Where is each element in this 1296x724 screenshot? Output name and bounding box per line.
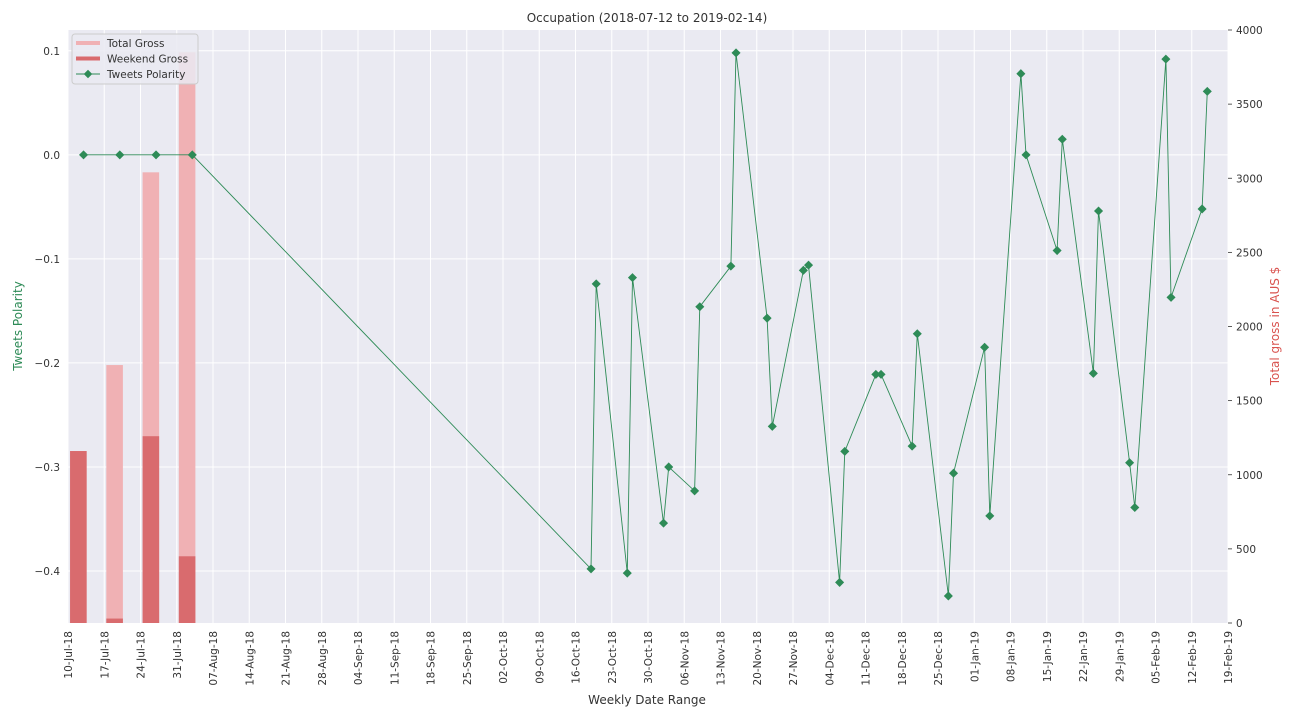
right-axis-label: Total gross in AUS $ <box>1268 267 1282 387</box>
x-tick-label: 07-Aug-18 <box>208 631 220 686</box>
polarity-point <box>871 369 881 379</box>
polarity-point <box>659 518 669 528</box>
bars-layer <box>70 52 196 624</box>
legend: Total Gross Weekend Gross Tweets Polarity <box>71 33 199 85</box>
left-tick-label: 0.1 <box>43 46 60 58</box>
x-tick-label: 21-Aug-18 <box>281 631 293 686</box>
right-tick-label: 500 <box>1236 544 1256 556</box>
right-tick-label: 1000 <box>1236 470 1263 482</box>
polarity-point <box>690 486 700 496</box>
x-tick-label: 14-Aug-18 <box>244 631 256 686</box>
x-axis-label: Weekly Date Range <box>588 693 706 707</box>
x-tick-label: 17-Jul-18 <box>99 631 111 679</box>
legend-label: Weekend Gross <box>107 54 188 66</box>
x-tick-label: 23-Oct-18 <box>607 631 619 684</box>
polarity-point <box>907 441 917 451</box>
x-tick-label: 06-Nov-18 <box>679 631 691 686</box>
left-tick-label: 0.0 <box>43 150 60 162</box>
grid-lines <box>67 30 1229 623</box>
polarity-point <box>985 511 995 521</box>
right-tick-label: 2500 <box>1236 247 1263 259</box>
x-tick-label: 22-Jan-19 <box>1078 631 1090 682</box>
legend-label: Total Gross <box>106 38 164 50</box>
polarity-point <box>79 150 89 160</box>
polarity-point <box>1016 69 1026 79</box>
weekend-gross-bar <box>178 556 196 623</box>
x-tick-label: 15-Jan-19 <box>1042 631 1054 682</box>
right-tick-label: 3500 <box>1236 99 1263 111</box>
polarity-point <box>115 150 125 160</box>
polarity-point <box>840 446 850 456</box>
x-tick-label: 30-Oct-18 <box>643 631 655 684</box>
axes-layer: 10-Jul-18 17-Jul-18 24-Jul-18 31-Jul-18 07-A… <box>35 25 1263 686</box>
right-tick-label: 2000 <box>1236 322 1263 334</box>
x-tick-label: 05-Feb-19 <box>1151 631 1163 684</box>
left-tick-label: −0.2 <box>35 358 61 370</box>
x-tick-label: 31-Jul-18 <box>172 631 184 679</box>
x-tick-label: 19-Feb-19 <box>1223 631 1235 684</box>
x-tick-label: 25-Sep-18 <box>462 631 474 685</box>
x-tick-label: 10-Jul-18 <box>63 631 75 679</box>
polarity-point <box>798 265 808 275</box>
x-tick-label: 24-Jul-18 <box>136 631 148 679</box>
polarity-point <box>804 260 814 270</box>
weekend-gross-bar <box>70 451 87 623</box>
right-tick-label: 3000 <box>1236 173 1263 185</box>
x-tick-label: 28-Aug-18 <box>317 631 329 686</box>
polarity-point <box>726 261 736 271</box>
polarity-point <box>664 462 674 472</box>
x-tick-label: 13-Nov-18 <box>716 631 728 686</box>
polarity-point <box>622 568 632 578</box>
x-tick-label: 27-Nov-18 <box>788 631 800 686</box>
x-tick-label: 04-Sep-18 <box>353 631 365 685</box>
x-tick-label: 12-Feb-19 <box>1187 631 1199 684</box>
x-tick-label: 18-Dec-18 <box>897 631 909 686</box>
right-tick-label: 0 <box>1236 618 1243 630</box>
right-tick-label: 1500 <box>1236 396 1263 408</box>
total-gross-bar <box>106 365 123 623</box>
x-tick-label: 16-Oct-18 <box>571 631 583 684</box>
x-tick-label: 11-Dec-18 <box>861 631 873 686</box>
legend-box <box>71 33 199 85</box>
x-tick-label: 09-Oct-18 <box>534 631 546 684</box>
polarity-point <box>943 591 953 601</box>
polarity-line <box>83 52 1208 597</box>
legend-label: Tweets Polarity <box>106 69 185 81</box>
legend-marker <box>83 69 93 79</box>
x-tick-label: 29-Jan-19 <box>1114 631 1126 682</box>
left-tick-label: −0.4 <box>35 566 61 578</box>
weekend-gross-bar <box>106 618 123 623</box>
chart-title: Occupation (2018-07-12 to 2019-02-14) <box>527 11 768 25</box>
x-tick-label: 04-Dec-18 <box>824 631 836 686</box>
polarity-point <box>835 577 845 587</box>
total-gross-bar <box>178 52 196 624</box>
left-tick-label: −0.1 <box>35 254 61 266</box>
x-tick-label: 01-Jan-19 <box>969 631 981 682</box>
x-tick-label: 18-Sep-18 <box>426 631 438 685</box>
x-tick-label: 25-Dec-18 <box>933 631 945 686</box>
left-axis-label: Tweets Polarity <box>11 281 25 372</box>
x-tick-label: 02-Oct-18 <box>498 631 510 684</box>
polarity-point <box>586 564 596 574</box>
polarity-point <box>980 342 990 352</box>
polarity-point <box>762 313 772 323</box>
x-tick-label: 20-Nov-18 <box>752 631 764 686</box>
right-tick-label: 4000 <box>1236 25 1263 37</box>
weekend-gross-bar <box>142 436 160 623</box>
x-tick-label: 11-Sep-18 <box>389 631 401 685</box>
left-tick-label: −0.3 <box>35 462 61 474</box>
x-tick-label: 08-Jan-19 <box>1006 631 1018 682</box>
